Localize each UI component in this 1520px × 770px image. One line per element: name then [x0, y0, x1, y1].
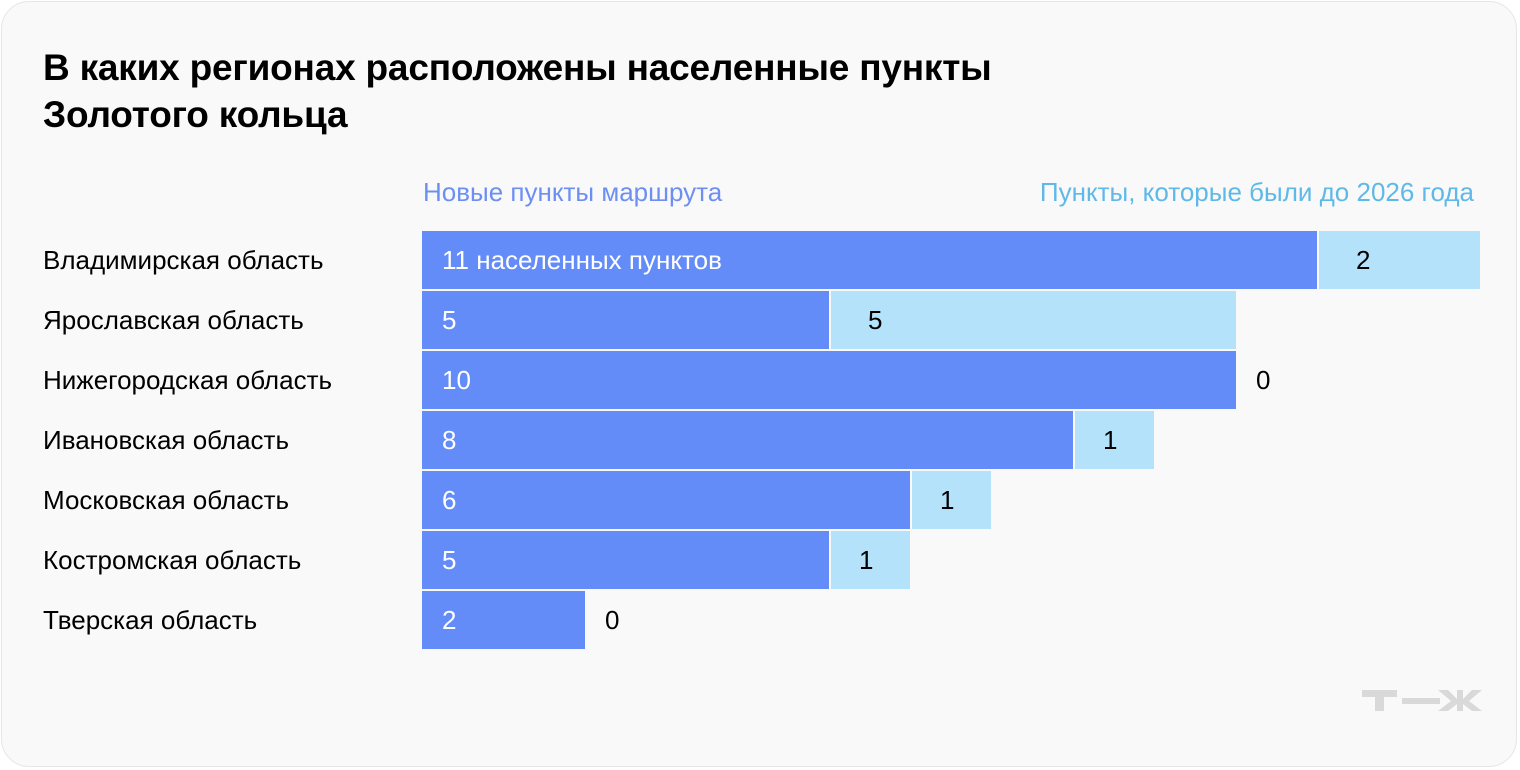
- bar-row: Ивановская область 8 1: [2, 411, 1520, 469]
- bar-row: Нижегородская область 10 0: [2, 351, 1520, 409]
- bar-old-points: 1: [1075, 411, 1154, 469]
- bar-old-points: 1: [831, 531, 910, 589]
- region-label: Нижегородская область: [43, 365, 333, 395]
- region-label: Ярославская область: [43, 305, 304, 335]
- bar-new-points: 5: [422, 291, 829, 349]
- bar-new-points: 6: [422, 471, 910, 529]
- bar-value-label: 1: [940, 485, 955, 515]
- zero-value-label: 0: [1256, 365, 1271, 395]
- bar-row: Ярославская область 5 5: [2, 291, 1520, 349]
- bar-old-points: 5: [831, 291, 1236, 349]
- chart-title: В каких регионах расположены населенные …: [43, 47, 992, 135]
- bar-value-label: 10: [442, 365, 471, 395]
- bar-value-label: 11 населенных пунктов: [442, 245, 722, 275]
- bar-row: Тверская область 2 0: [2, 591, 1520, 649]
- bar-value-label: 1: [1103, 425, 1118, 455]
- region-label: Московская область: [43, 485, 290, 515]
- bar-value-label: 5: [868, 305, 883, 335]
- bar-value-label: 5: [442, 545, 457, 575]
- bar-value-label: 5: [442, 305, 457, 335]
- region-label: Владимирская область: [43, 245, 324, 275]
- bar-old-points: 2: [1319, 231, 1480, 289]
- bar-new-points: 2: [422, 591, 585, 649]
- bar-value-label: 2: [1356, 245, 1371, 275]
- bar-new-points: 5: [422, 531, 829, 589]
- legend-old-points: Пункты, которые были до 2026 года: [1039, 177, 1474, 207]
- bar-row: Владимирская область 11 населенных пункто…: [2, 231, 1520, 289]
- bar-value-label: 6: [442, 485, 457, 515]
- bar-row: Московская область 6 1: [2, 471, 1520, 529]
- bar-new-points: 11 населенных пунктов: [422, 231, 1317, 289]
- bar-new-points: 10: [422, 351, 1236, 409]
- region-label: Тверская область: [43, 605, 258, 635]
- bar-value-label: 2: [442, 605, 457, 635]
- bar-new-points: 8: [422, 411, 1073, 469]
- region-label: Ивановская область: [43, 425, 289, 455]
- bar-value-label: 8: [442, 425, 457, 455]
- tzh-logo-icon: [1362, 690, 1482, 711]
- bar-row: Костромская область 5 1: [2, 531, 1520, 589]
- legend-new-points: Новые пункты маршрута: [423, 177, 723, 207]
- bar-value-label: 1: [859, 545, 874, 575]
- bar-old-points: 1: [912, 471, 991, 529]
- region-label: Костромская область: [43, 545, 302, 575]
- zero-value-label: 0: [605, 605, 620, 635]
